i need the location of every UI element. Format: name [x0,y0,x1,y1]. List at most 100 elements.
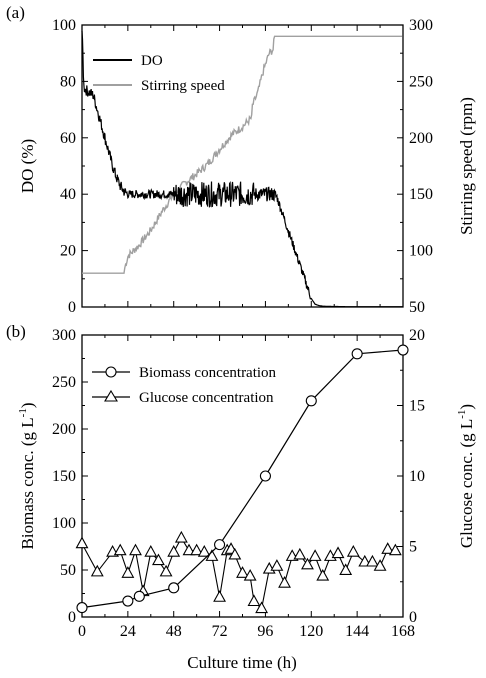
x-tick-label: 144 [345,623,369,640]
panel-b-legend: Biomass concentration Glucose concentrat… [92,365,277,406]
glucose-point [247,594,261,607]
do-line [81,30,403,308]
left-y-tick-label: 50 [60,562,76,579]
glucose-point [278,576,291,588]
left-y-tick-label: 250 [52,374,76,391]
left-y-tick-label: 100 [52,17,76,34]
left-y-tick-label: 60 [60,130,76,147]
glucose-point [113,543,127,556]
glucose-point [308,549,322,561]
panel-a-right-y-ticks: 50 100 150 200 250 300 [397,17,433,316]
panel-a-legend: DO Stirring speed [93,53,225,94]
right-y-tick-label: 50 [409,299,425,316]
right-y-tick-label: 10 [409,468,425,485]
x-tick-label: 48 [166,623,182,640]
panel-b-x-ticks: 0 24 48 72 96 120 144 168 [78,335,415,640]
glucose-point [144,544,158,557]
glucose-point [255,601,269,614]
x-tick-label: 0 [78,623,86,640]
right-y-tick-label: 15 [409,398,425,415]
glucose-point [197,544,211,557]
glucose-point [190,543,204,556]
right-y-tick-label: 150 [409,186,433,203]
right-y-tick-label: 5 [409,539,417,556]
legend-stirring-speed-label: Stirring speed [141,78,225,94]
right-y-tick-label: 250 [409,73,433,90]
glucose-point [331,546,345,559]
panel-b-right-y-ticks: 0 5 10 15 20 [397,327,425,626]
stirring-speed-line [82,35,403,274]
glucose-point [381,542,395,554]
panel-a-left-y-axis-label: DO (%) [18,139,37,193]
x-tick-label: 96 [257,623,273,640]
biomass-point [122,595,134,607]
panel-b-x-axis-label: Culture time (h) [187,653,297,672]
right-y-tick-label: 300 [409,17,433,34]
panel-a-left-y-ticks: 0 20 40 60 80 100 [52,17,88,316]
biomass-point [214,539,226,551]
glucose-point [151,553,165,566]
panel-b-label: (b) [6,322,26,341]
glucose-point [301,557,314,570]
panel-a-right-y-axis-label: Stirring speed (rpm) [457,97,476,235]
glucose-point [213,590,227,602]
glucose-point [316,568,330,581]
glucose-point [339,563,353,576]
glucose-point [236,566,249,578]
left-y-tick-label: 80 [60,73,76,90]
left-y-tick-label: 150 [52,468,76,485]
x-tick-label: 168 [391,623,415,640]
glucose-point [373,559,387,571]
panel-b-biomass-glucose-chart: (b) Culture time (h) Biomass conc. (g L-… [6,322,476,672]
panel-b-right-y-axis-label: Glucose conc. (g L-1) [456,404,476,548]
glucose-point [346,544,360,557]
right-y-tick-label: 100 [409,243,433,260]
right-y-tick-label: 200 [409,130,433,147]
glucose-point [358,554,372,567]
left-y-tick-label: 200 [52,421,76,438]
left-y-tick-label: 0 [68,299,76,316]
right-y-tick-label: 20 [409,327,425,344]
glucose-point [270,559,284,571]
x-tick-label: 72 [212,623,228,640]
left-y-tick-label: 300 [52,327,76,344]
glucose-point [174,530,188,543]
glucose-point [129,543,142,556]
biomass-point [351,348,363,360]
panel-b-left-y-axis-label: Biomass conc. (g L-1) [17,402,37,549]
legend-glucose-marker [104,389,118,402]
panel-a-dissolved-oxygen-stirring-chart: (a) DO (%) Stirring speed (rpm) 0 20 40 60 8… [6,3,476,316]
glucose-point [388,543,402,556]
glucose-point [205,549,219,561]
panel-a-label: (a) [6,3,25,22]
panel-a-series [81,30,403,308]
biomass-point [259,470,271,482]
glucose-point [159,564,173,577]
glucose-point [182,543,196,556]
x-tick-label: 120 [299,623,323,640]
glucose-point [293,547,307,560]
biomass-point [76,602,88,614]
x-tick-label: 24 [120,623,136,640]
legend-glucose-label: Glucose concentration [139,390,274,406]
biomass-point [305,395,317,407]
panel-b-left-y-ticks: 0 50 100 150 200 250 300 [52,327,88,626]
glucose-point [90,564,104,577]
left-y-tick-label: 40 [60,186,76,203]
panel-a-plot-frame [81,24,404,308]
biomass-point [133,590,145,602]
legend-biomass-label: Biomass concentration [139,365,277,381]
right-y-tick-label: 0 [409,609,417,626]
glucose-point [243,568,257,581]
glucose-point [365,554,379,567]
legend-biomass-marker [105,366,117,378]
glucose-point [121,566,135,578]
biomass-point [397,344,409,356]
panel-b-series [75,344,409,614]
glucose-point [167,544,181,557]
glucose-point [75,536,89,549]
left-y-tick-label: 0 [68,609,76,626]
left-y-tick-label: 100 [52,515,76,532]
left-y-tick-label: 20 [60,243,76,260]
